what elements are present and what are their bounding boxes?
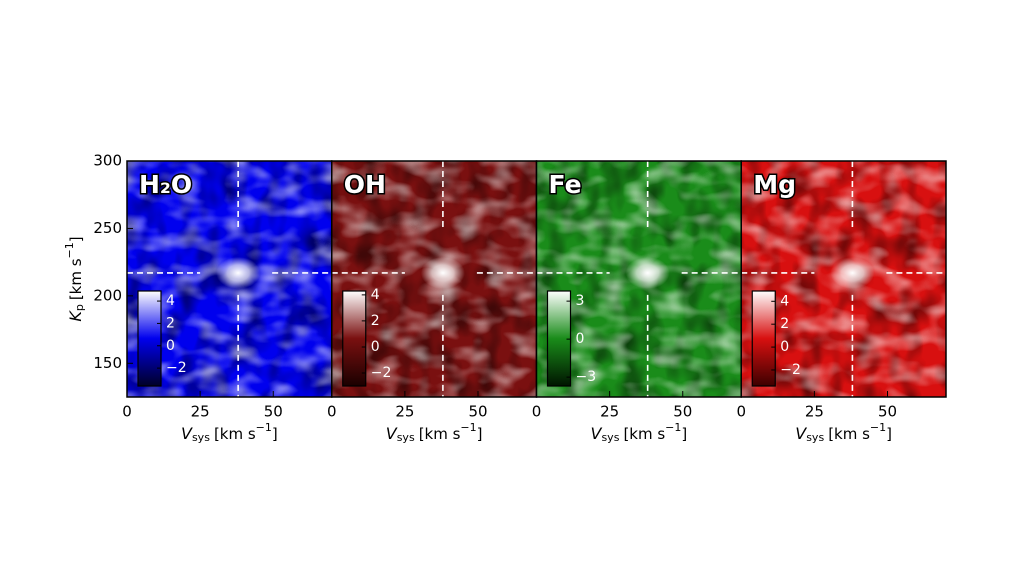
axis-unit-close: ] [272,425,278,443]
colorbar [137,290,162,387]
x-tick-label: 25 [600,403,619,421]
axis-superscript: −1 [870,421,886,434]
colorbar-tick-label: 4 [780,293,789,309]
axis-label: Vsys [km s−1] [591,421,688,444]
colorbar [546,290,572,387]
heatmap-peak [830,256,875,289]
axis-label: Vsys [km s−1] [181,421,278,444]
panel: 3 0 −3 [536,161,742,397]
axis-subscript: sys [601,431,619,444]
axis-subscript: p [73,304,86,311]
heatmap-peak [420,256,465,289]
axis-symbol: V [181,424,193,443]
axis-symbol: V [795,424,807,443]
heatmap-peak [216,256,261,289]
axis-unit: [km s [419,425,461,443]
x-tick-label: 25 [191,403,210,421]
y-tick-label: 200 [93,286,122,304]
panel-title: H₂O [139,170,192,199]
axis-superscript: −1 [460,421,476,434]
axis-label: Vsys [km s−1] [386,421,483,444]
colorbar-tick-label: 0 [166,338,175,354]
x-tick-label: 0 [122,403,132,421]
y-tick-label: 250 [93,219,122,237]
y-tick-label: 150 [93,354,122,372]
panel-title: OH [344,170,386,199]
colorbar-tick-label: 2 [780,316,789,332]
axis-unit-close: ] [681,425,687,443]
x-tick-label: 50 [468,403,487,421]
panel-title: Mg [753,170,796,199]
axis-subscript: sys [806,431,824,444]
axis-superscript: −1 [256,421,272,434]
x-tick-label: 0 [736,403,746,421]
axis-unit: [km s [67,258,85,300]
axis-unit: [km s [623,425,665,443]
axis-unit-close: ] [477,425,483,443]
axis-symbol: K [66,310,85,322]
x-tick-label: 50 [264,403,283,421]
x-tick-label: 50 [673,403,692,421]
axis-label: Vsys [km s−1] [795,421,892,444]
axis-unit: [km s [828,425,870,443]
colorbar-tick-label: 3 [576,293,585,309]
axis-label: Kp [km s−1] [63,236,86,321]
axis-unit: [km s [214,425,256,443]
colorbar-tick-label: −2 [371,365,392,381]
panel: 4 2 0 −2 [741,161,946,397]
colorbar-tick-label: 4 [166,293,175,309]
x-tick-label: 50 [878,403,897,421]
colorbar [342,290,367,387]
panel: 4 2 0 −2 [127,161,332,397]
x-tick-label: 0 [532,403,542,421]
x-tick-label: 0 [327,403,337,421]
axis-unit-close: ] [67,236,85,242]
colorbar-tick-label: 2 [166,315,175,331]
axis-symbol: V [591,424,603,443]
colorbar-tick-label: −3 [576,369,597,385]
colorbar [751,290,776,387]
axis-superscript: −1 [665,421,681,434]
axis-subscript: sys [192,431,210,444]
y-tick-label: 300 [93,152,122,170]
x-tick-label: 25 [805,403,824,421]
heatmap-peak [625,256,670,289]
colorbar-tick-label: 0 [780,339,789,355]
colorbar-tick-label: 0 [576,331,585,347]
panel-frame [740,160,947,398]
x-tick-label: 25 [395,403,414,421]
axis-superscript: −1 [63,242,76,258]
colorbar-tick-label: −2 [780,362,801,378]
colorbar-tick-label: 4 [371,287,380,303]
colorbar-tick-label: 0 [371,339,380,355]
axis-unit-close: ] [886,425,892,443]
axis-symbol: V [386,424,398,443]
panel-title: Fe [549,170,582,199]
panel: 4 2 0 −2 [331,161,537,397]
colorbar-tick-label: −2 [166,360,187,376]
axis-subscript: sys [397,431,415,444]
colorbar-tick-label: 2 [371,313,380,329]
